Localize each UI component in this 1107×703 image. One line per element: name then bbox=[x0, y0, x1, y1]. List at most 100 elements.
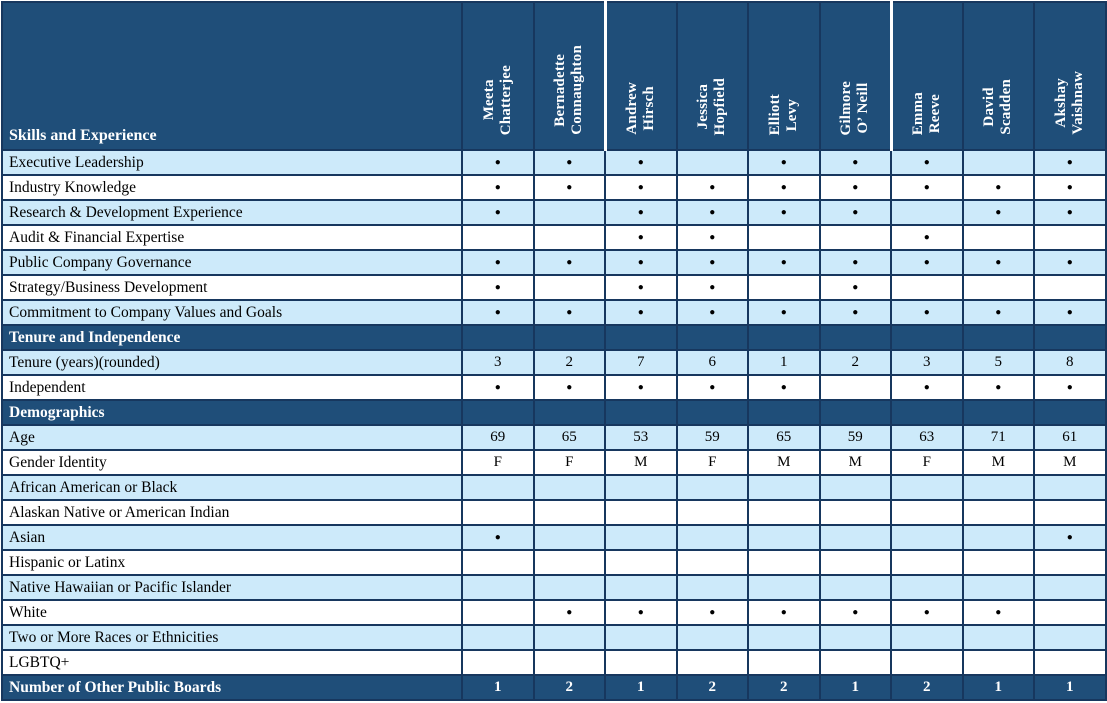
dot-cell: ● bbox=[1033, 199, 1107, 226]
value-cell bbox=[532, 324, 606, 351]
dot-cell: ● bbox=[675, 599, 749, 626]
dot-cell: ● bbox=[461, 149, 535, 176]
value-cell bbox=[818, 374, 892, 401]
dot-cell: ● bbox=[818, 149, 892, 176]
dot-cell: ● bbox=[604, 199, 678, 226]
dot-cell: ● bbox=[961, 299, 1035, 326]
value-cell bbox=[890, 274, 964, 301]
value-cell bbox=[818, 524, 892, 551]
value-cell: 2 bbox=[890, 674, 964, 701]
value-cell: 1 bbox=[747, 349, 821, 376]
dot-cell: ● bbox=[532, 374, 606, 401]
value-cell bbox=[532, 549, 606, 576]
value-cell bbox=[461, 324, 535, 351]
dot-cell: ● bbox=[1033, 249, 1107, 276]
dot-cell: ● bbox=[461, 174, 535, 201]
person-column-header: Emma Reeve bbox=[889, 1, 964, 151]
value-cell bbox=[461, 499, 535, 526]
dot-cell: ● bbox=[604, 149, 678, 176]
table-row: Research & Development Experience ● ● ● ● ● ● ● bbox=[1, 199, 1107, 226]
dot-cell: ● bbox=[532, 249, 606, 276]
header-row: Skills and Experience Meeta Chatterjee Be… bbox=[1, 1, 1107, 151]
value-cell: 3 bbox=[461, 349, 535, 376]
table-row: Strategy/Business Development ● ● ● ● bbox=[1, 274, 1107, 301]
value-cell bbox=[818, 324, 892, 351]
row-label: Alaskan Native or American Indian bbox=[1, 499, 463, 526]
table-row: LGBTQ+ bbox=[1, 649, 1107, 676]
value-cell bbox=[747, 574, 821, 601]
dot-cell: ● bbox=[818, 299, 892, 326]
dot-cell: ● bbox=[890, 599, 964, 626]
person-name-vertical: Emma Reeve bbox=[910, 91, 943, 135]
value-cell bbox=[675, 474, 749, 501]
person-column-header: Bernadette Connaughton bbox=[532, 1, 606, 151]
value-cell bbox=[961, 649, 1035, 676]
table-row: Native Hawaiian or Pacific Islander bbox=[1, 574, 1107, 601]
table-row: Alaskan Native or American Indian bbox=[1, 499, 1107, 526]
value-cell bbox=[675, 549, 749, 576]
dot-cell: ● bbox=[604, 599, 678, 626]
dot-cell: ● bbox=[604, 174, 678, 201]
dot-cell: ● bbox=[604, 299, 678, 326]
dot-cell: ● bbox=[675, 299, 749, 326]
row-label: Demographics bbox=[1, 399, 463, 426]
person-column-header: Akshay Vaishnaw bbox=[1033, 1, 1107, 151]
value-cell bbox=[461, 399, 535, 426]
table-row: Age 69 65 53 59 65 59 63 71 61 bbox=[1, 424, 1107, 451]
value-cell bbox=[532, 274, 606, 301]
person-column-header: Jessica Hopfield bbox=[675, 1, 749, 151]
row-label: Age bbox=[1, 424, 463, 451]
value-cell bbox=[604, 549, 678, 576]
dot-cell: ● bbox=[1033, 524, 1107, 551]
dot-cell: ● bbox=[961, 174, 1035, 201]
value-cell: 63 bbox=[890, 424, 964, 451]
person-name-vertical: Andrew Hirsch bbox=[624, 82, 657, 135]
row-label: Tenure and Independence bbox=[1, 324, 463, 351]
value-cell bbox=[890, 199, 964, 226]
dot-cell: ● bbox=[1033, 299, 1107, 326]
value-cell bbox=[961, 474, 1035, 501]
value-cell: M bbox=[1033, 449, 1107, 476]
value-cell: 2 bbox=[532, 674, 606, 701]
value-cell bbox=[532, 499, 606, 526]
value-cell bbox=[461, 649, 535, 676]
value-cell: 2 bbox=[532, 349, 606, 376]
row-label: Hispanic or Latinx bbox=[1, 549, 463, 576]
value-cell: 71 bbox=[961, 424, 1035, 451]
row-label: Strategy/Business Development bbox=[1, 274, 463, 301]
value-cell bbox=[1033, 274, 1107, 301]
dot-cell: ● bbox=[675, 199, 749, 226]
person-column-header: Gilmore O’ Neill bbox=[818, 1, 892, 151]
value-cell: M bbox=[747, 449, 821, 476]
value-cell bbox=[818, 574, 892, 601]
value-cell: 3 bbox=[890, 349, 964, 376]
value-cell: 1 bbox=[461, 674, 535, 701]
dot-cell: ● bbox=[604, 274, 678, 301]
skills-and-experience-header: Skills and Experience bbox=[1, 1, 463, 151]
value-cell bbox=[747, 274, 821, 301]
value-cell: 1 bbox=[818, 674, 892, 701]
value-cell bbox=[461, 224, 535, 251]
table-row: Commitment to Company Values and Goals ● ●… bbox=[1, 299, 1107, 326]
value-cell bbox=[604, 499, 678, 526]
value-cell bbox=[532, 624, 606, 651]
row-label: Public Company Governance bbox=[1, 249, 463, 276]
value-cell bbox=[604, 649, 678, 676]
value-cell bbox=[961, 499, 1035, 526]
row-label: Two or More Races or Ethnicities bbox=[1, 624, 463, 651]
value-cell bbox=[747, 474, 821, 501]
value-cell bbox=[604, 399, 678, 426]
value-cell bbox=[532, 224, 606, 251]
value-cell bbox=[532, 474, 606, 501]
value-cell bbox=[890, 399, 964, 426]
dot-cell: ● bbox=[818, 274, 892, 301]
person-name-vertical: Gilmore O’ Neill bbox=[838, 80, 871, 135]
value-cell: F bbox=[532, 449, 606, 476]
value-cell: 65 bbox=[747, 424, 821, 451]
table-row: Industry Knowledge ● ● ● ● ● ● ● ● ● bbox=[1, 174, 1107, 201]
value-cell bbox=[675, 574, 749, 601]
person-column-header: David Scadden bbox=[961, 1, 1035, 151]
table-row: Public Company Governance ● ● ● ● ● ● ● ● ● bbox=[1, 249, 1107, 276]
value-cell bbox=[818, 624, 892, 651]
